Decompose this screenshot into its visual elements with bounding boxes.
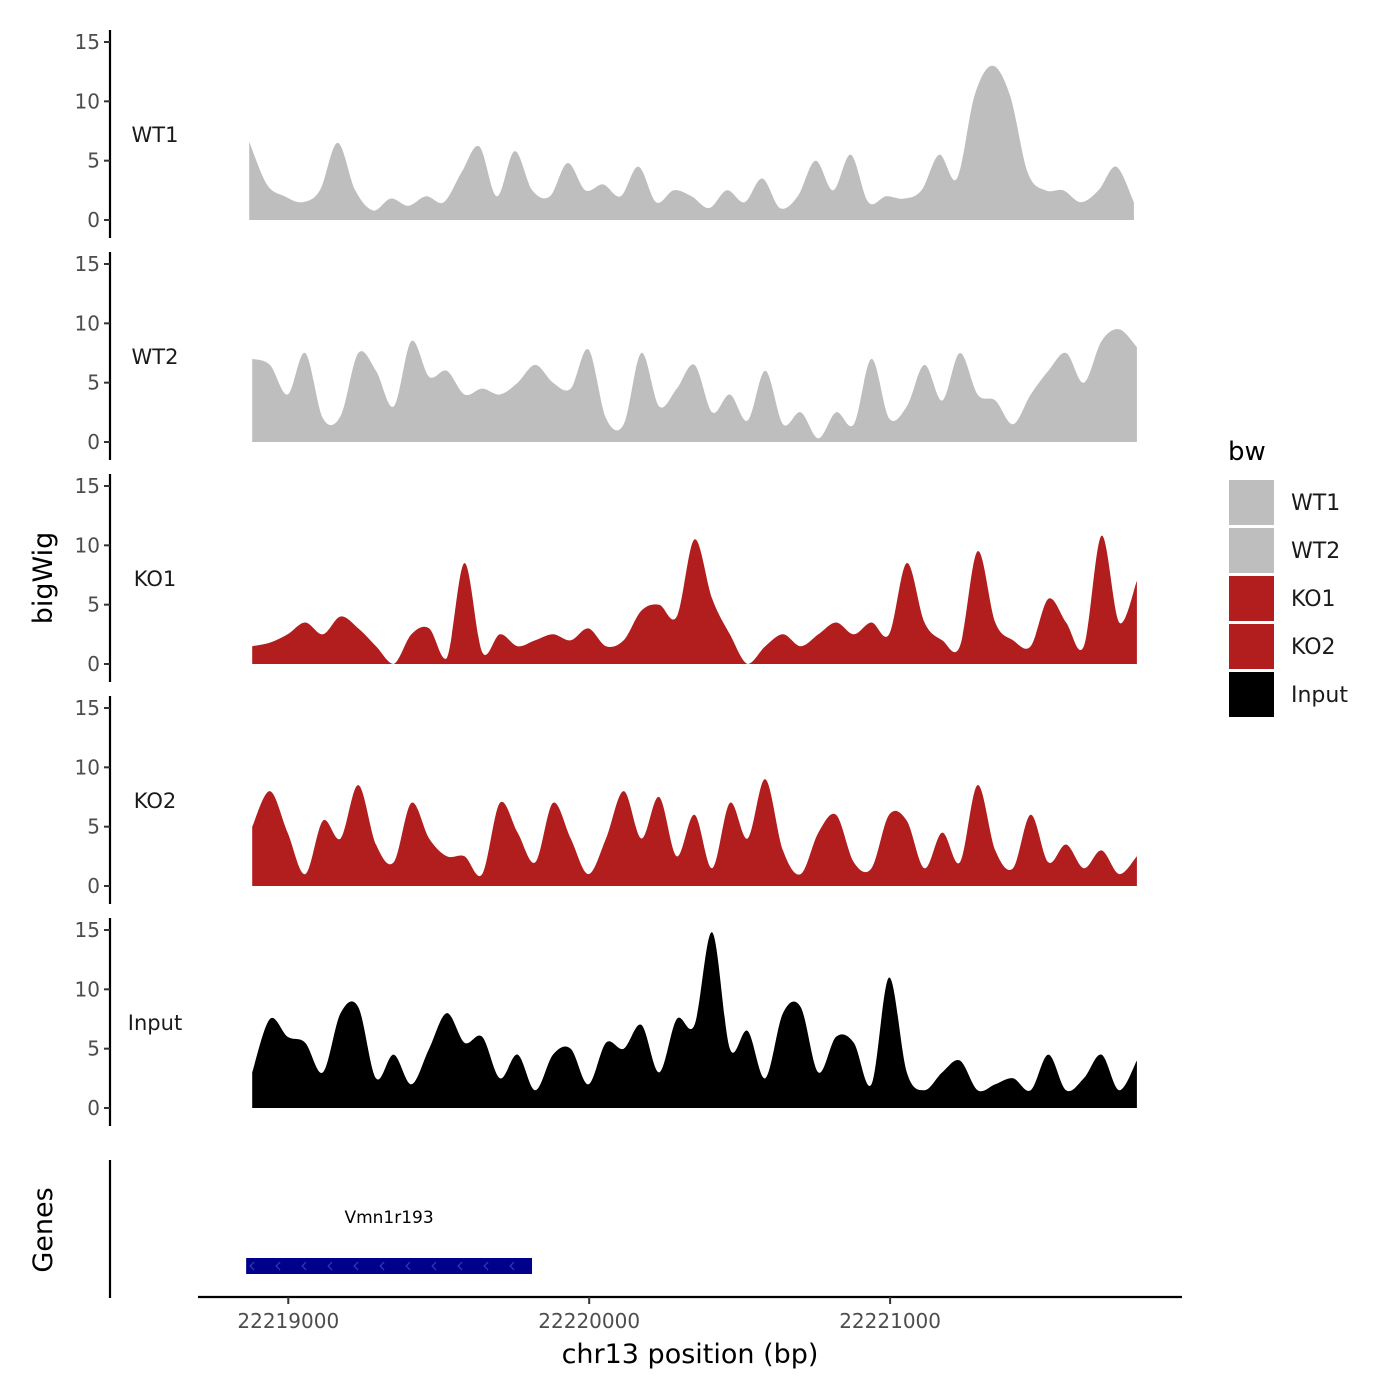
y-tick-label: 5 [87,371,100,395]
x-axis-title: chr13 position (bp) [562,1339,819,1370]
y-tick-label: 0 [87,874,100,898]
x-tick-label: 22219000 [237,1309,339,1333]
y-tick-label: 5 [87,149,100,173]
y-tick-label: 10 [75,977,100,1001]
legend-label: WT2 [1291,539,1340,564]
x-axis: 22219000 22220000 22221000 [198,1295,1182,1333]
y-axis-title: bigWig [28,532,59,625]
y-tick-label: 0 [87,652,100,676]
strand-arrow [509,1261,515,1271]
strand-arrow [249,1261,255,1271]
coverage-area-ko2 [252,779,1137,886]
legend-swatch [1229,480,1274,525]
strand-arrow [457,1261,463,1271]
track-label: WT2 [132,345,179,369]
track-input: 0 5 10 15 Input [75,918,1137,1126]
track-wt2: 0 5 10 15 WT2 [75,252,1137,460]
y-tick-label: 10 [75,533,100,557]
track-ko1: 0 5 10 15 KO1 [75,474,1137,682]
coverage-area-ko1 [252,535,1137,664]
y-tick-label: 5 [87,593,100,617]
legend: bw WT1 WT2 KO1 KO2 Input [1228,437,1348,717]
y-tick-label: 5 [87,815,100,839]
y-tick-label: 10 [75,311,100,335]
legend-title: bw [1228,437,1266,467]
y-tick-label: 5 [87,1037,100,1061]
strand-arrow [379,1261,385,1271]
strand-arrow [327,1261,333,1271]
coverage-area-input [252,932,1137,1108]
y-tick-label: 15 [75,30,100,54]
strand-arrow [431,1261,437,1271]
legend-label: WT1 [1291,491,1340,516]
y-tick-label: 10 [75,755,100,779]
track-label: Input [128,1011,182,1035]
track-wt1: 0 5 10 15 WT1 [75,30,1134,238]
legend-swatch [1229,576,1274,621]
genes-axis-title: Genes [28,1187,59,1272]
strand-arrow [353,1261,359,1271]
strand-arrow [405,1261,411,1271]
legend-swatch [1229,672,1274,717]
gene-label: Vmn1r193 [344,1208,433,1228]
genes-panel: Vmn1r193 [108,1160,533,1298]
gene-body [246,1258,533,1274]
bigwig-tracks: 0 5 10 15 WT1 0 5 10 15 WT2 0 5 10 15 KO1 0 5 10 15 KO2 0 5 10… [75,30,1137,1126]
coverage-area-wt2 [252,329,1137,442]
track-ko2: 0 5 10 15 KO2 [75,696,1137,904]
track-label: WT1 [132,123,179,147]
legend-swatch [1229,528,1274,573]
y-tick-label: 0 [87,430,100,454]
legend-label: KO1 [1291,587,1336,612]
strand-arrow [275,1261,281,1271]
legend-swatch [1229,624,1274,669]
y-tick-label: 10 [75,89,100,113]
y-tick-label: 15 [75,918,100,942]
y-tick-label: 15 [75,696,100,720]
y-tick-label: 15 [75,252,100,276]
track-label: KO2 [134,789,177,813]
track-label: KO1 [134,567,177,591]
y-tick-label: 0 [87,208,100,232]
strand-arrow [483,1261,489,1271]
coverage-area-wt1 [249,65,1134,220]
legend-label: KO2 [1291,635,1336,660]
legend-label: Input [1291,683,1348,708]
y-tick-label: 0 [87,1096,100,1120]
y-tick-label: 15 [75,474,100,498]
strand-arrow [301,1261,307,1271]
x-tick-label: 22220000 [538,1309,640,1333]
x-tick-label: 22221000 [839,1309,941,1333]
